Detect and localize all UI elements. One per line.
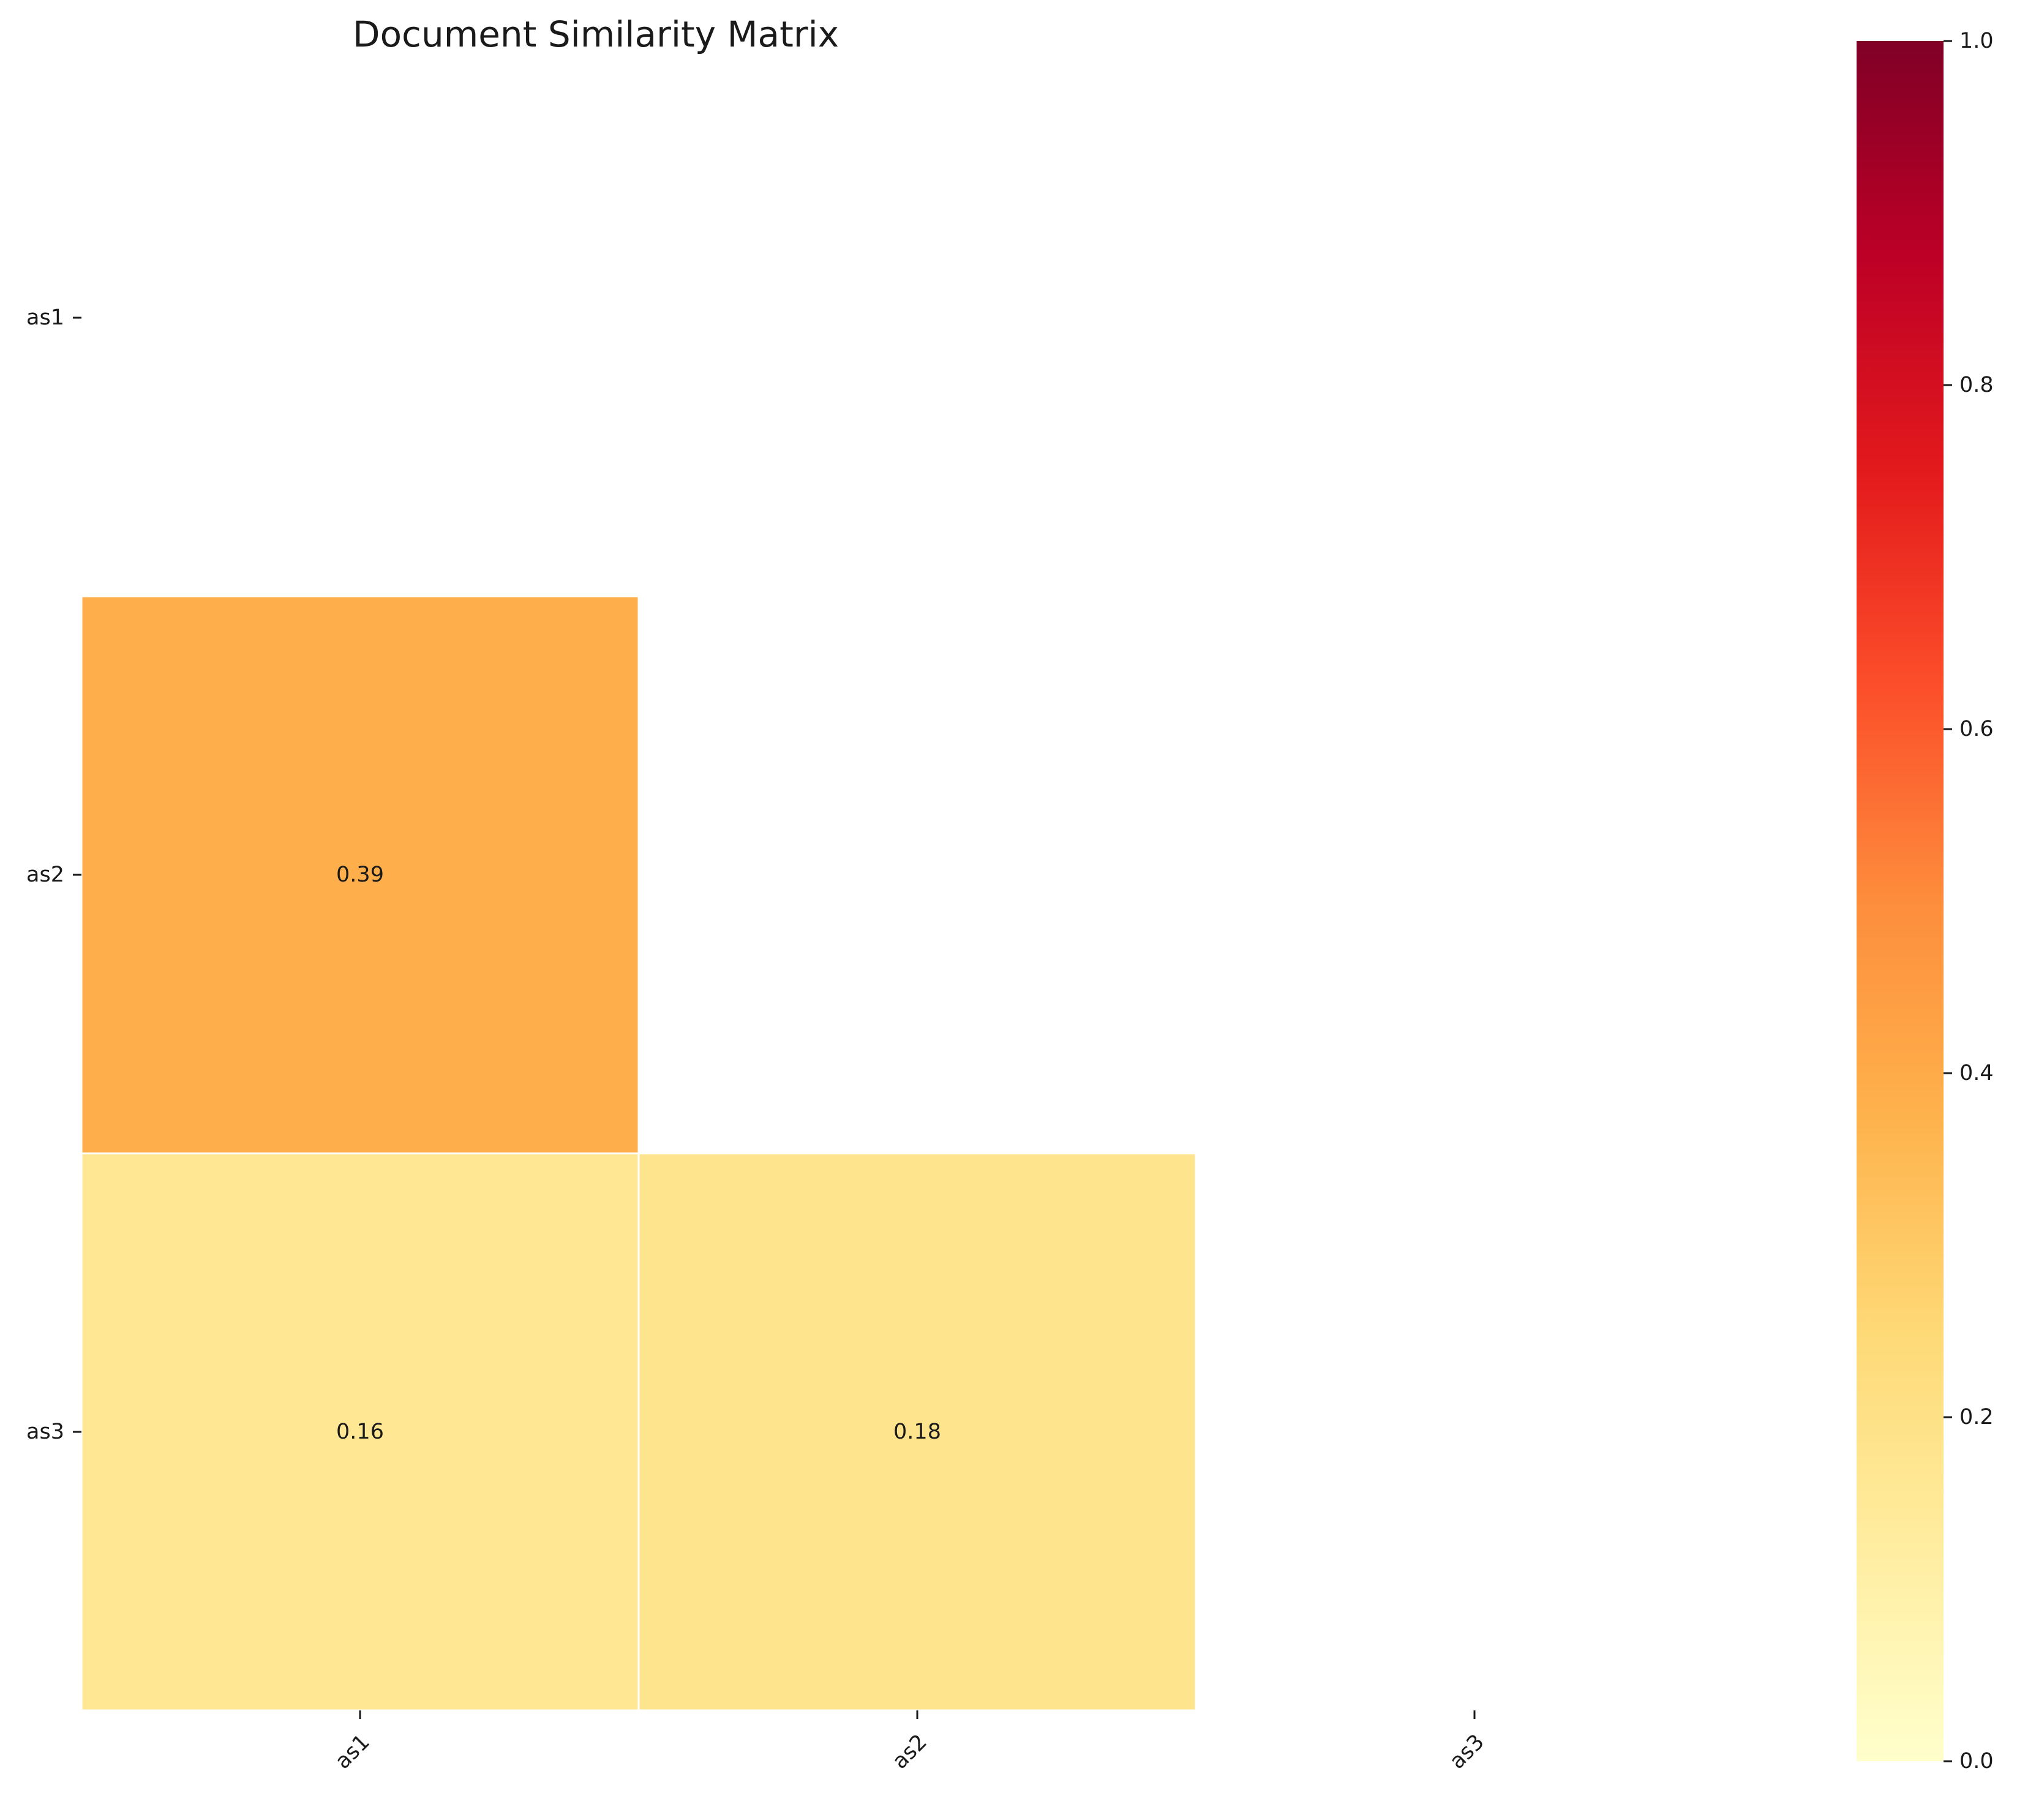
cell-label-as3-as2: 0.18	[893, 1420, 941, 1444]
heatmap-cell-as3-as1	[80, 1152, 640, 1712]
x-tick-label-as2: as2	[888, 1730, 932, 1774]
heatmap-cells: 0.39 0.16 0.18	[80, 595, 1197, 1712]
colorbar-tick-label-5: 1.0	[1959, 29, 1994, 53]
colorbar-tick-label-2: 0.4	[1959, 1061, 1994, 1085]
cell-label-as3-as1: 0.16	[336, 1420, 384, 1444]
y-tick-label-as3: as3	[26, 1420, 64, 1444]
y-tick-label-as2: as2	[26, 863, 64, 887]
x-tick-label-as1: as1	[331, 1730, 375, 1774]
cell-label-as2-as1: 0.39	[336, 863, 384, 887]
y-tick-label-as1: as1	[26, 305, 64, 330]
chart-title: Document Similarity Matrix	[352, 13, 839, 55]
x-tick-label-as3: as3	[1445, 1730, 1489, 1774]
colorbar-tick-label-0: 0.0	[1959, 1749, 1994, 1773]
colorbar-tick-label-3: 0.6	[1959, 717, 1994, 741]
colorbar: 0.0 0.2 0.4 0.6 0.8 1.0	[1857, 29, 1994, 1773]
heatmap-cell-as3-as2	[637, 1152, 1197, 1712]
colorbar-tick-label-4: 0.8	[1959, 373, 1994, 397]
colorbar-gradient	[1857, 41, 1944, 1761]
colorbar-tick-label-1: 0.2	[1959, 1405, 1994, 1429]
heatmap-cell-as2-as1	[80, 595, 640, 1155]
